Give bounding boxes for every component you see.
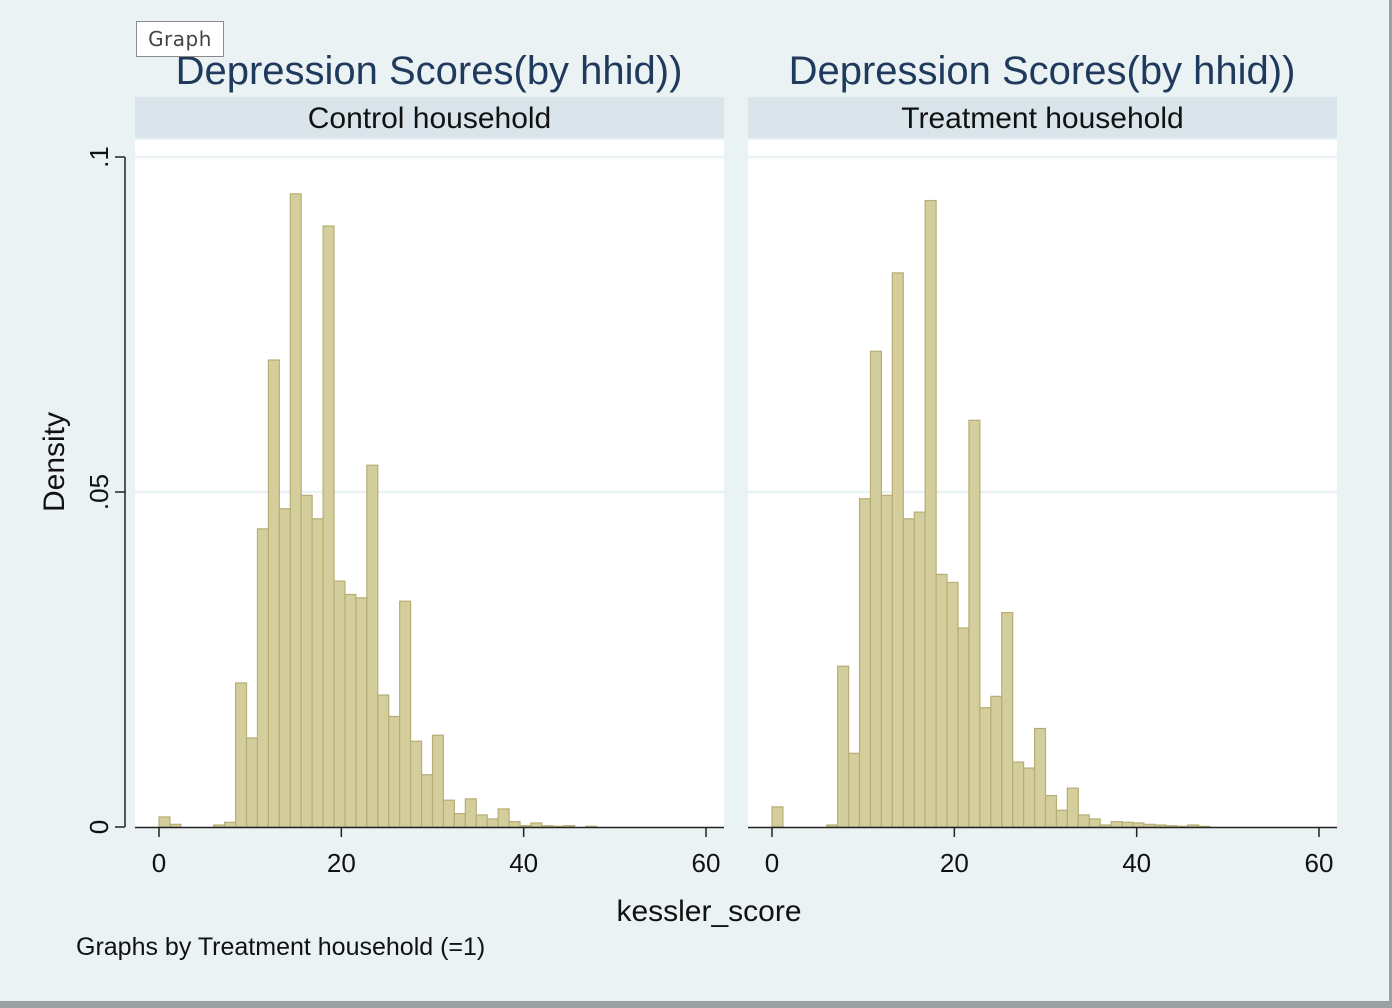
histogram-bar: [256, 528, 269, 828]
x-tick-label: 0: [152, 848, 166, 878]
histogram-bar: [891, 272, 904, 828]
histogram-bar: [1099, 824, 1112, 828]
histogram-bar: [837, 665, 850, 828]
histogram-bar: [322, 225, 335, 828]
histogram-bar: [333, 580, 346, 828]
x-tick-label: 40: [509, 848, 538, 878]
histogram-bar: [1055, 809, 1068, 828]
histogram-bar: [935, 573, 948, 828]
panel-title: Depression Scores(by hhid)): [789, 49, 1296, 93]
panel-strip: [748, 97, 1337, 138]
histogram-bar: [847, 752, 861, 828]
histogram-bar: [913, 511, 926, 828]
histogram-bar: [420, 774, 434, 828]
histogram-bar: [344, 593, 357, 828]
histogram-bar: [1066, 787, 1079, 828]
histogram-bar: [979, 707, 992, 828]
histogram-bar: [968, 419, 981, 828]
y-tick-label: .1: [84, 146, 114, 168]
x-tick-label: 20: [940, 848, 969, 878]
histogram-bar: [1077, 814, 1090, 828]
graph-window-tab[interactable]: Graph: [136, 21, 224, 57]
x-tick-label: 40: [1122, 848, 1151, 878]
panel-strip-label: Control household: [308, 102, 552, 135]
histogram-bar: [1110, 821, 1123, 828]
histogram-bar: [289, 193, 302, 828]
x-tick-label: 0: [765, 848, 779, 878]
histogram-bar: [442, 799, 455, 828]
histogram-bar: [399, 600, 412, 828]
x-tick-label: 60: [1305, 848, 1334, 878]
y-tick-label: .05: [84, 474, 114, 510]
histogram-bar: [826, 824, 839, 828]
x-tick-label: 60: [692, 848, 721, 878]
histogram-bar: [1143, 823, 1156, 828]
histogram-bar: [475, 814, 488, 828]
x-tick-label: 20: [327, 848, 356, 878]
histogram-bar: [300, 494, 313, 828]
histogram-bar: [158, 816, 171, 828]
x-axis-title: kessler_score: [616, 895, 801, 928]
histogram-bar: [1001, 611, 1014, 828]
histogram-bar: [946, 581, 959, 828]
histogram-bar: [1088, 818, 1101, 828]
histogram-bar: [880, 494, 893, 828]
histogram-bar: [497, 808, 510, 828]
histogram-bar: [213, 824, 226, 828]
histogram-bar: [388, 715, 401, 828]
histogram-bar: [278, 508, 291, 828]
panel-strip-label: Treatment household: [901, 102, 1183, 135]
histogram-bar: [902, 518, 915, 828]
histogram-bar: [453, 812, 466, 828]
histogram-bar: [858, 498, 872, 828]
histogram-bar: [410, 740, 423, 828]
histogram-bar: [169, 823, 182, 828]
histogram-bar: [377, 694, 390, 828]
graph-note: Graphs by Treatment household (=1): [76, 933, 485, 961]
histogram-bar: [311, 518, 324, 828]
histogram-bar: [1033, 727, 1047, 828]
histogram-bar: [1187, 824, 1200, 828]
histogram-bar: [771, 806, 784, 828]
histogram-bar: [1132, 822, 1145, 828]
histogram-bar: [1023, 767, 1036, 828]
y-tick-label: 0: [84, 820, 114, 834]
histogram-bar: [530, 822, 543, 828]
histogram-bar: [486, 818, 499, 828]
histogram-bar: [431, 734, 445, 828]
histogram-bar: [869, 350, 883, 828]
histogram-bar: [990, 695, 1003, 828]
plot-region: [748, 140, 1337, 828]
histogram-bar: [464, 798, 477, 828]
histogram-bar: [234, 682, 248, 828]
histogram-bar: [1044, 794, 1058, 828]
histogram-bar: [924, 199, 937, 828]
histogram-bar: [1154, 824, 1167, 828]
histogram-bar: [1012, 761, 1025, 828]
histogram-bar: [366, 464, 379, 828]
histogram-bar: [508, 821, 521, 828]
histogram-bar: [224, 821, 237, 828]
histogram-bar: [245, 737, 259, 828]
panel-title: Depression Scores(by hhid)): [176, 49, 683, 93]
y-axis-title: Density: [38, 412, 71, 512]
histogram-bar: [1121, 821, 1134, 828]
histogram-bar: [267, 359, 280, 828]
histogram-bar: [355, 597, 368, 828]
plot-region: [135, 140, 724, 828]
histogram-bar: [957, 627, 970, 828]
panel-strip: [135, 97, 724, 138]
